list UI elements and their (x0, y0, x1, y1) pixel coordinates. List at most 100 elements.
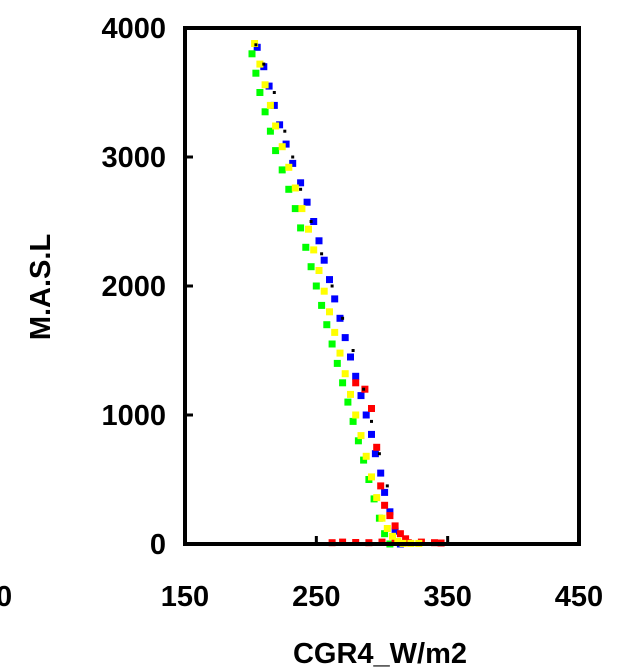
data-point (336, 314, 344, 322)
data-point (309, 220, 313, 223)
data-point (377, 452, 381, 456)
data-point (362, 411, 370, 419)
data-point (373, 443, 381, 451)
series-4 (254, 43, 389, 488)
data-point (381, 501, 389, 509)
data-point (262, 62, 266, 66)
data-point (341, 316, 345, 320)
series-0 (253, 43, 404, 548)
data-point (371, 450, 379, 458)
y-tick-label: 2000 (101, 271, 166, 303)
data-point (381, 530, 389, 538)
data-point (333, 359, 341, 367)
data-point (297, 224, 305, 232)
data-point (331, 295, 339, 303)
data-point (352, 379, 360, 387)
data-point (272, 122, 280, 130)
data-point (352, 411, 360, 419)
data-point (302, 243, 310, 251)
data-point (351, 349, 355, 352)
data-point (391, 522, 399, 530)
data-point (261, 108, 269, 116)
data-point (252, 69, 260, 77)
series-layer (248, 40, 445, 548)
data-point (270, 101, 278, 109)
data-point (298, 205, 306, 213)
data-point (336, 349, 344, 357)
x-tick-label: 250 (292, 581, 340, 613)
data-point (368, 405, 375, 412)
plot-area: 150 250 350 450 0 1000 2000 3000 4000 (101, 13, 603, 613)
data-point (347, 353, 354, 361)
data-point (339, 379, 347, 387)
data-point (278, 143, 286, 151)
y-tick-label: 3000 (101, 142, 166, 174)
data-point (310, 246, 318, 254)
x-tick-label: 150 (161, 581, 209, 613)
data-point (391, 527, 399, 535)
data-point (310, 218, 318, 225)
data-point (386, 508, 394, 516)
data-point (385, 484, 389, 488)
data-point (402, 535, 410, 543)
data-point (299, 187, 303, 191)
data-point (370, 419, 373, 423)
data-point (307, 263, 315, 271)
data-point (265, 82, 273, 90)
data-point (318, 301, 326, 309)
data-point (291, 155, 295, 159)
data-point (285, 185, 293, 193)
x-axis-title: CGR4_W/m2 (293, 638, 467, 667)
data-point (386, 512, 394, 520)
data-point (360, 456, 368, 464)
data-point (305, 225, 312, 233)
y-tick-label: 0 (150, 529, 166, 561)
data-point (326, 308, 333, 316)
data-point (357, 432, 365, 440)
data-point (291, 184, 299, 192)
data-point (330, 284, 334, 288)
data-point (383, 525, 391, 532)
data-point (320, 287, 328, 295)
data-point (285, 163, 293, 171)
data-point (320, 252, 324, 256)
data-point (373, 494, 381, 502)
data-point (341, 334, 349, 342)
data-point (256, 60, 264, 68)
data-point (297, 179, 305, 187)
data-point (378, 514, 386, 522)
series-1 (248, 50, 394, 548)
data-point (341, 370, 349, 378)
data-point (368, 473, 375, 481)
data-point (291, 205, 299, 213)
data-point (266, 101, 274, 109)
y-tick-label: 1000 (101, 400, 166, 432)
data-point (315, 267, 323, 274)
data-point (357, 392, 365, 400)
data-point (303, 198, 311, 206)
data-point (326, 276, 333, 284)
data-point (282, 140, 290, 148)
data-point (362, 452, 370, 460)
data-point (253, 43, 261, 51)
ticks-layer: 150 250 350 450 0 1000 2000 3000 4000 (101, 13, 603, 613)
data-point (396, 530, 404, 538)
plot-frame (183, 26, 581, 546)
data-point (347, 390, 354, 398)
data-point (328, 340, 336, 348)
data-point (256, 89, 264, 96)
data-point (362, 387, 366, 391)
data-point (394, 537, 402, 545)
data-point (352, 372, 360, 380)
data-point (344, 398, 352, 406)
clipped-x-tick-label: 0 (0, 581, 12, 613)
data-point (248, 50, 256, 58)
data-point (354, 437, 362, 445)
data-point (272, 91, 276, 94)
data-point (283, 129, 287, 133)
data-point (266, 127, 274, 135)
data-point (254, 43, 258, 47)
data-point (315, 237, 323, 245)
data-point (276, 121, 284, 129)
x-tick-label: 450 (555, 581, 603, 613)
